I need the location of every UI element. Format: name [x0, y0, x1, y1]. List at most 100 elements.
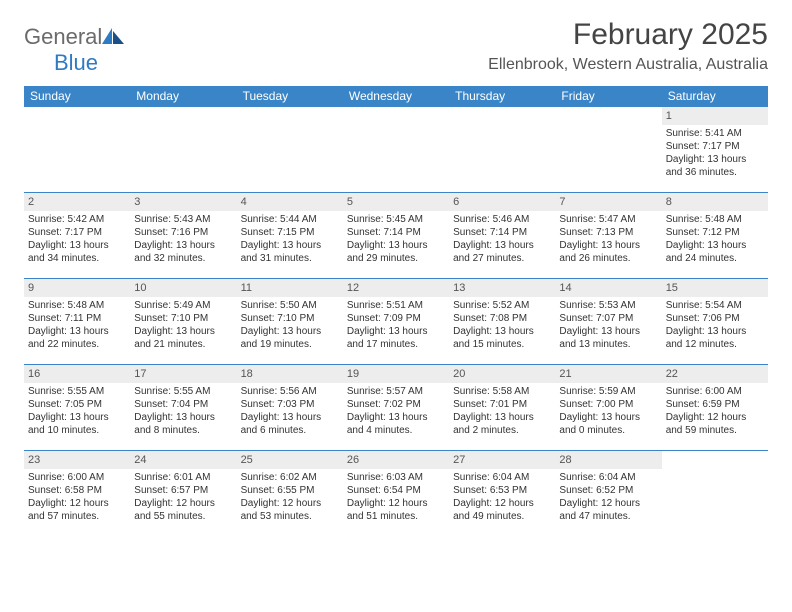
sunset-line: Sunset: 6:52 PM	[559, 484, 657, 497]
sunrise-line: Sunrise: 5:49 AM	[134, 299, 232, 312]
day-number: 8	[662, 193, 768, 211]
day-info: Sunrise: 5:55 AMSunset: 7:04 PMDaylight:…	[130, 383, 236, 439]
daylight-line-1: Daylight: 13 hours	[559, 411, 657, 424]
day-info: Sunrise: 5:48 AMSunset: 7:11 PMDaylight:…	[24, 297, 130, 353]
day-cell: 6Sunrise: 5:46 AMSunset: 7:14 PMDaylight…	[449, 193, 555, 279]
daylight-line-1: Daylight: 13 hours	[28, 325, 126, 338]
sunrise-line: Sunrise: 6:00 AM	[28, 471, 126, 484]
day-info: Sunrise: 5:48 AMSunset: 7:12 PMDaylight:…	[662, 211, 768, 267]
daylight-line-1: Daylight: 13 hours	[347, 411, 445, 424]
day-number: 9	[24, 279, 130, 297]
sunrise-line: Sunrise: 5:48 AM	[666, 213, 764, 226]
sunset-line: Sunset: 7:07 PM	[559, 312, 657, 325]
day-number: 23	[24, 451, 130, 469]
sunrise-line: Sunrise: 5:47 AM	[559, 213, 657, 226]
logo-text: General Blue	[24, 24, 124, 76]
day-info: Sunrise: 6:04 AMSunset: 6:53 PMDaylight:…	[449, 469, 555, 525]
day-info: Sunrise: 6:01 AMSunset: 6:57 PMDaylight:…	[130, 469, 236, 525]
day-cell: 27Sunrise: 6:04 AMSunset: 6:53 PMDayligh…	[449, 451, 555, 537]
day-info: Sunrise: 5:59 AMSunset: 7:00 PMDaylight:…	[555, 383, 661, 439]
sunrise-line: Sunrise: 5:45 AM	[347, 213, 445, 226]
day-info: Sunrise: 5:51 AMSunset: 7:09 PMDaylight:…	[343, 297, 449, 353]
day-info: Sunrise: 5:47 AMSunset: 7:13 PMDaylight:…	[555, 211, 661, 267]
day-cell: 15Sunrise: 5:54 AMSunset: 7:06 PMDayligh…	[662, 279, 768, 365]
day-number: 1	[662, 107, 768, 125]
daylight-line-2: and 6 minutes.	[241, 424, 339, 437]
day-number: 11	[237, 279, 343, 297]
daylight-line-2: and 55 minutes.	[134, 510, 232, 523]
day-cell: 2Sunrise: 5:42 AMSunset: 7:17 PMDaylight…	[24, 193, 130, 279]
day-info: Sunrise: 5:57 AMSunset: 7:02 PMDaylight:…	[343, 383, 449, 439]
day-info: Sunrise: 5:50 AMSunset: 7:10 PMDaylight:…	[237, 297, 343, 353]
daylight-line-1: Daylight: 13 hours	[453, 325, 551, 338]
header: General Blue February 2025 Ellenbrook, W…	[24, 18, 768, 76]
sunrise-line: Sunrise: 5:53 AM	[559, 299, 657, 312]
daylight-line-1: Daylight: 13 hours	[347, 325, 445, 338]
sunset-line: Sunset: 6:55 PM	[241, 484, 339, 497]
daylight-line-2: and 29 minutes.	[347, 252, 445, 265]
daylight-line-1: Daylight: 13 hours	[134, 325, 232, 338]
daylight-line-1: Daylight: 13 hours	[134, 239, 232, 252]
sunset-line: Sunset: 7:09 PM	[347, 312, 445, 325]
daylight-line-1: Daylight: 13 hours	[559, 239, 657, 252]
day-cell: 5Sunrise: 5:45 AMSunset: 7:14 PMDaylight…	[343, 193, 449, 279]
logo-word-1: General	[24, 24, 102, 49]
sunset-line: Sunset: 7:03 PM	[241, 398, 339, 411]
daylight-line-1: Daylight: 13 hours	[666, 153, 764, 166]
day-number: 10	[130, 279, 236, 297]
daylight-line-2: and 53 minutes.	[241, 510, 339, 523]
daylight-line-1: Daylight: 13 hours	[453, 411, 551, 424]
sunset-line: Sunset: 7:01 PM	[453, 398, 551, 411]
day-cell	[24, 107, 130, 193]
daylight-line-2: and 31 minutes.	[241, 252, 339, 265]
daylight-line-2: and 0 minutes.	[559, 424, 657, 437]
day-info: Sunrise: 5:56 AMSunset: 7:03 PMDaylight:…	[237, 383, 343, 439]
day-info: Sunrise: 5:45 AMSunset: 7:14 PMDaylight:…	[343, 211, 449, 267]
day-info: Sunrise: 5:42 AMSunset: 7:17 PMDaylight:…	[24, 211, 130, 267]
day-cell: 25Sunrise: 6:02 AMSunset: 6:55 PMDayligh…	[237, 451, 343, 537]
sunrise-line: Sunrise: 5:48 AM	[28, 299, 126, 312]
sunset-line: Sunset: 7:06 PM	[666, 312, 764, 325]
day-info: Sunrise: 6:00 AMSunset: 6:59 PMDaylight:…	[662, 383, 768, 439]
month-title: February 2025	[488, 18, 768, 52]
day-cell: 3Sunrise: 5:43 AMSunset: 7:16 PMDaylight…	[130, 193, 236, 279]
day-number: 24	[130, 451, 236, 469]
daylight-line-1: Daylight: 12 hours	[347, 497, 445, 510]
sunset-line: Sunset: 6:59 PM	[666, 398, 764, 411]
logo-sail-icon	[102, 28, 124, 44]
day-cell: 4Sunrise: 5:44 AMSunset: 7:15 PMDaylight…	[237, 193, 343, 279]
day-cell: 28Sunrise: 6:04 AMSunset: 6:52 PMDayligh…	[555, 451, 661, 537]
sunrise-line: Sunrise: 6:03 AM	[347, 471, 445, 484]
day-cell: 19Sunrise: 5:57 AMSunset: 7:02 PMDayligh…	[343, 365, 449, 451]
sunset-line: Sunset: 7:14 PM	[453, 226, 551, 239]
day-cell: 16Sunrise: 5:55 AMSunset: 7:05 PMDayligh…	[24, 365, 130, 451]
day-header: Sunday	[24, 86, 130, 107]
day-cell: 24Sunrise: 6:01 AMSunset: 6:57 PMDayligh…	[130, 451, 236, 537]
sunset-line: Sunset: 6:57 PM	[134, 484, 232, 497]
day-number: 14	[555, 279, 661, 297]
day-cell: 12Sunrise: 5:51 AMSunset: 7:09 PMDayligh…	[343, 279, 449, 365]
daylight-line-1: Daylight: 12 hours	[134, 497, 232, 510]
day-info: Sunrise: 5:58 AMSunset: 7:01 PMDaylight:…	[449, 383, 555, 439]
sunset-line: Sunset: 7:17 PM	[28, 226, 126, 239]
sunset-line: Sunset: 7:14 PM	[347, 226, 445, 239]
day-cell: 14Sunrise: 5:53 AMSunset: 7:07 PMDayligh…	[555, 279, 661, 365]
day-cell	[130, 107, 236, 193]
day-info: Sunrise: 6:04 AMSunset: 6:52 PMDaylight:…	[555, 469, 661, 525]
sunrise-line: Sunrise: 5:41 AM	[666, 127, 764, 140]
sunrise-line: Sunrise: 5:44 AM	[241, 213, 339, 226]
day-number: 5	[343, 193, 449, 211]
daylight-line-2: and 34 minutes.	[28, 252, 126, 265]
day-cell: 26Sunrise: 6:03 AMSunset: 6:54 PMDayligh…	[343, 451, 449, 537]
daylight-line-2: and 26 minutes.	[559, 252, 657, 265]
day-header: Friday	[555, 86, 661, 107]
sunrise-line: Sunrise: 5:46 AM	[453, 213, 551, 226]
daylight-line-2: and 13 minutes.	[559, 338, 657, 351]
daylight-line-1: Daylight: 13 hours	[134, 411, 232, 424]
day-info: Sunrise: 6:03 AMSunset: 6:54 PMDaylight:…	[343, 469, 449, 525]
day-info: Sunrise: 5:46 AMSunset: 7:14 PMDaylight:…	[449, 211, 555, 267]
sunset-line: Sunset: 7:17 PM	[666, 140, 764, 153]
daylight-line-1: Daylight: 12 hours	[28, 497, 126, 510]
sunset-line: Sunset: 6:54 PM	[347, 484, 445, 497]
day-cell: 22Sunrise: 6:00 AMSunset: 6:59 PMDayligh…	[662, 365, 768, 451]
